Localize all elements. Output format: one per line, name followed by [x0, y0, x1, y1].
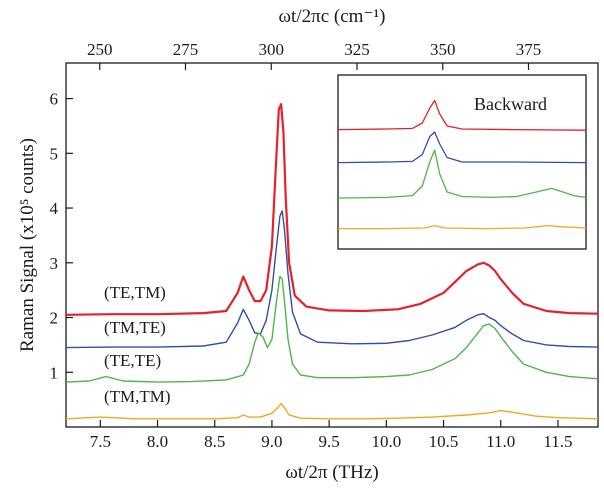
ticks-layer: 7.5 8.0 8.5 9.0 9.5 10.0 10.5 11.0 11.5 1 2 3 4 5 6 250… [50, 40, 573, 451]
series-layer [65, 103, 599, 420]
inset-series-line-0 [337, 99, 587, 131]
top-tick-label: 325 [344, 40, 370, 59]
top-tick-label: 250 [87, 40, 113, 59]
x-tick-label: 9.5 [319, 432, 340, 451]
x-axis-title: ωt/2π (THz) [285, 462, 378, 483]
series-line-0 [65, 103, 599, 316]
top-tick-label: 275 [173, 40, 199, 59]
top-axis-title: ωt/2πc (cm⁻¹) [279, 6, 386, 27]
plot-frame [65, 62, 599, 428]
inset-layer [337, 99, 587, 230]
x-tick-label: 11.5 [543, 432, 572, 451]
y-tick-label: 6 [50, 90, 59, 109]
y-tick-label: 2 [50, 309, 59, 328]
y-tick-label: 3 [50, 254, 59, 273]
top-tick-label: 300 [258, 40, 284, 59]
top-tick-label: 350 [430, 40, 456, 59]
x-tick-label: 10.5 [429, 432, 459, 451]
top-tick-label: 375 [516, 40, 542, 59]
y-tick-label: 5 [50, 144, 59, 163]
series-line-3 [65, 402, 599, 420]
series-label-tm-te: (TM,TE) [104, 318, 166, 337]
inset-series-line-3 [338, 224, 587, 230]
series-label-tm-tm: (TM,TM) [104, 387, 171, 406]
inset-series-line-1 [337, 131, 587, 164]
x-tick-label: 7.5 [90, 432, 111, 451]
series-label-te-te: (TE,TE) [104, 351, 161, 370]
y-axis-title: Raman Signal (x10⁵ counts) [17, 138, 38, 352]
inset-series-line-2 [337, 149, 587, 199]
x-tick-label: 8.5 [204, 432, 225, 451]
x-tick-label: 10.0 [371, 432, 401, 451]
series-line-1 [65, 210, 599, 349]
series-label-te-tm: (TE,TM) [104, 283, 166, 302]
inset-title: Backward [474, 94, 547, 114]
y-tick-label: 1 [50, 363, 59, 382]
y-tick-label: 4 [50, 199, 59, 218]
x-tick-label: 11.0 [486, 432, 515, 451]
series-line-2 [65, 275, 599, 383]
x-tick-label: 8.0 [147, 432, 168, 451]
x-tick-label: 9.0 [261, 432, 282, 451]
